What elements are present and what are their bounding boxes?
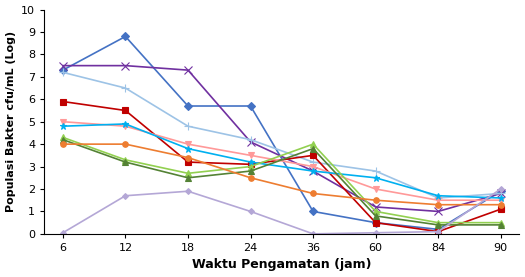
S6 teal star [372,176,379,179]
S10 lavender diamond [498,187,504,191]
S8 dark green triangle [372,214,379,217]
S8 dark green triangle [247,170,254,173]
S10 lavender diamond [247,210,254,213]
S5 pink [435,199,442,202]
S5 pink [185,142,191,146]
S1 blue [122,35,129,38]
S4 dark red square [122,109,129,112]
S4 dark red square [498,207,504,211]
S10 lavender diamond [435,230,442,233]
S10 lavender diamond [372,231,379,234]
S8 dark green triangle [60,138,66,141]
S8 dark green triangle [310,147,316,150]
S1 blue [372,221,379,224]
S4 dark red square [372,221,379,224]
S9 orange circle [372,199,379,202]
S3 light blue + [372,170,379,173]
S6 teal star [310,170,316,173]
S7 lime triangle [60,136,66,139]
Line: S3 light blue +: S3 light blue + [59,68,505,202]
S9 orange circle [498,203,504,206]
S7 lime triangle [185,172,191,175]
S10 lavender diamond [60,231,66,234]
S5 pink [498,199,504,202]
S3 light blue + [435,196,442,200]
S8 dark green triangle [122,160,129,164]
S2 purple x [247,140,254,143]
S6 teal star [247,160,254,164]
X-axis label: Waktu Pengamatan (jam): Waktu Pengamatan (jam) [192,258,372,271]
S2 purple x [60,64,66,67]
S6 teal star [185,147,191,150]
S5 pink [310,165,316,168]
Line: S4 dark red square: S4 dark red square [60,99,503,234]
S5 pink [122,125,129,128]
S1 blue [435,228,442,231]
S6 teal star [435,194,442,198]
S6 teal star [60,125,66,128]
S2 purple x [498,192,504,195]
S2 purple x [122,64,129,67]
S2 purple x [372,205,379,209]
S5 pink [372,187,379,191]
S6 teal star [498,196,504,200]
S6 teal star [122,122,129,125]
Line: S6 teal star: S6 teal star [59,120,504,201]
S3 light blue + [247,138,254,141]
S8 dark green triangle [435,223,442,227]
S4 dark red square [310,154,316,157]
S1 blue [185,104,191,108]
S4 dark red square [247,163,254,166]
S1 blue [310,210,316,213]
S7 lime triangle [435,221,442,224]
Line: S8 dark green triangle: S8 dark green triangle [60,137,503,228]
S2 purple x [185,68,191,72]
S8 dark green triangle [498,223,504,227]
S7 lime triangle [372,210,379,213]
S1 blue [498,189,504,193]
S9 orange circle [310,192,316,195]
S3 light blue + [498,192,504,195]
S5 pink [247,154,254,157]
S2 purple x [310,170,316,173]
S10 lavender diamond [122,194,129,198]
S3 light blue + [122,86,129,90]
S10 lavender diamond [310,232,316,235]
S7 lime triangle [310,142,316,146]
S9 orange circle [435,203,442,206]
S9 orange circle [60,142,66,146]
Line: S5 pink: S5 pink [60,119,503,203]
S1 blue [60,68,66,72]
S5 pink [60,120,66,123]
Line: S7 lime triangle: S7 lime triangle [60,135,503,225]
S9 orange circle [122,142,129,146]
S8 dark green triangle [185,176,191,179]
Y-axis label: Populasi Bakter cfu/mL (Log): Populasi Bakter cfu/mL (Log) [6,31,16,212]
S2 purple x [435,210,442,213]
S4 dark red square [185,160,191,164]
S9 orange circle [185,156,191,159]
Line: S9 orange circle: S9 orange circle [60,141,503,207]
S3 light blue + [60,71,66,74]
Line: S2 purple x: S2 purple x [59,61,505,216]
Line: S10 lavender diamond: S10 lavender diamond [61,187,503,236]
S7 lime triangle [247,165,254,168]
S3 light blue + [185,125,191,128]
S4 dark red square [60,100,66,103]
S7 lime triangle [122,158,129,161]
S9 orange circle [247,176,254,179]
S7 lime triangle [498,221,504,224]
S1 blue [247,104,254,108]
Line: S1 blue: S1 blue [60,34,503,232]
S4 dark red square [435,230,442,233]
S3 light blue + [310,160,316,164]
S10 lavender diamond [185,189,191,193]
